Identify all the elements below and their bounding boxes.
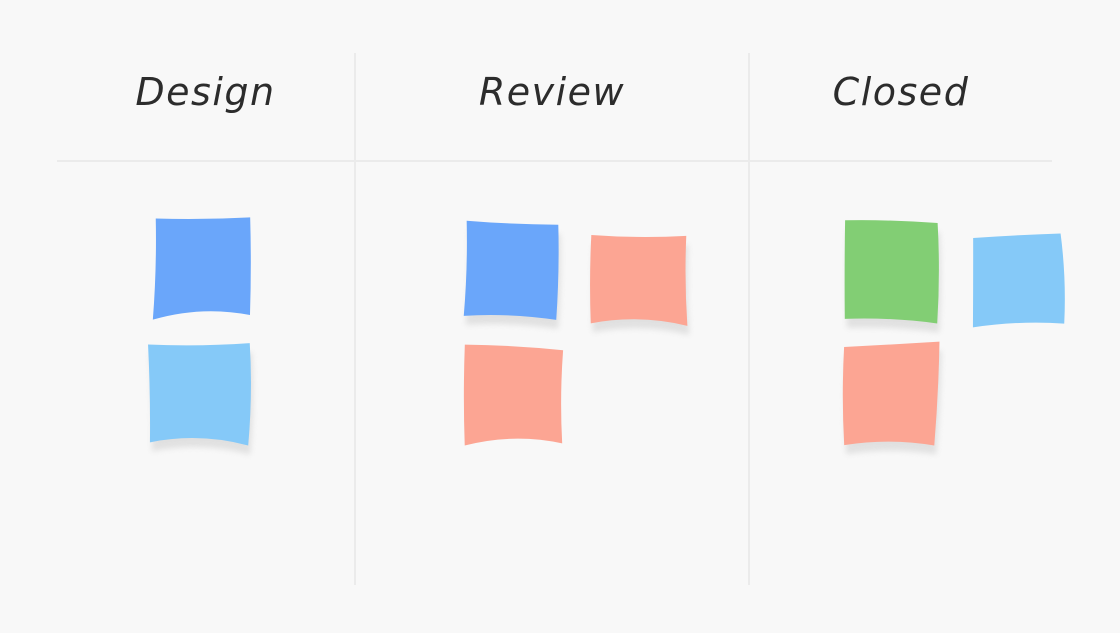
sticky-note-body[interactable] <box>148 343 251 446</box>
review-sticky-note-3[interactable] <box>451 333 578 460</box>
closed-sticky-note-1[interactable] <box>830 208 950 335</box>
review-sticky-note-1[interactable] <box>452 209 573 331</box>
header-divider <box>57 160 1052 162</box>
column-closed[interactable]: Closed <box>750 0 1052 633</box>
column-title-design: Design <box>135 70 276 114</box>
closed-sticky-note-3[interactable] <box>828 331 951 458</box>
sticky-note-body[interactable] <box>842 341 940 446</box>
column-divider-2 <box>748 53 750 585</box>
column-title-review: Review <box>478 70 626 114</box>
column-review[interactable]: Review <box>356 0 748 633</box>
column-title-closed: Closed <box>832 70 970 114</box>
design-sticky-note-2[interactable] <box>136 331 262 459</box>
sticky-note-body[interactable] <box>972 233 1065 328</box>
sticky-note-body[interactable] <box>844 220 939 324</box>
column-design[interactable]: Design <box>57 0 354 633</box>
sticky-note-body[interactable] <box>152 217 251 320</box>
review-sticky-note-2[interactable] <box>577 222 700 339</box>
column-divider-1 <box>354 53 356 585</box>
sticky-note-body[interactable] <box>590 234 688 326</box>
sticky-note-body[interactable] <box>463 344 564 446</box>
design-sticky-note-1[interactable] <box>141 206 262 331</box>
closed-sticky-note-2[interactable] <box>958 222 1077 339</box>
sticky-note-body[interactable] <box>463 220 559 320</box>
